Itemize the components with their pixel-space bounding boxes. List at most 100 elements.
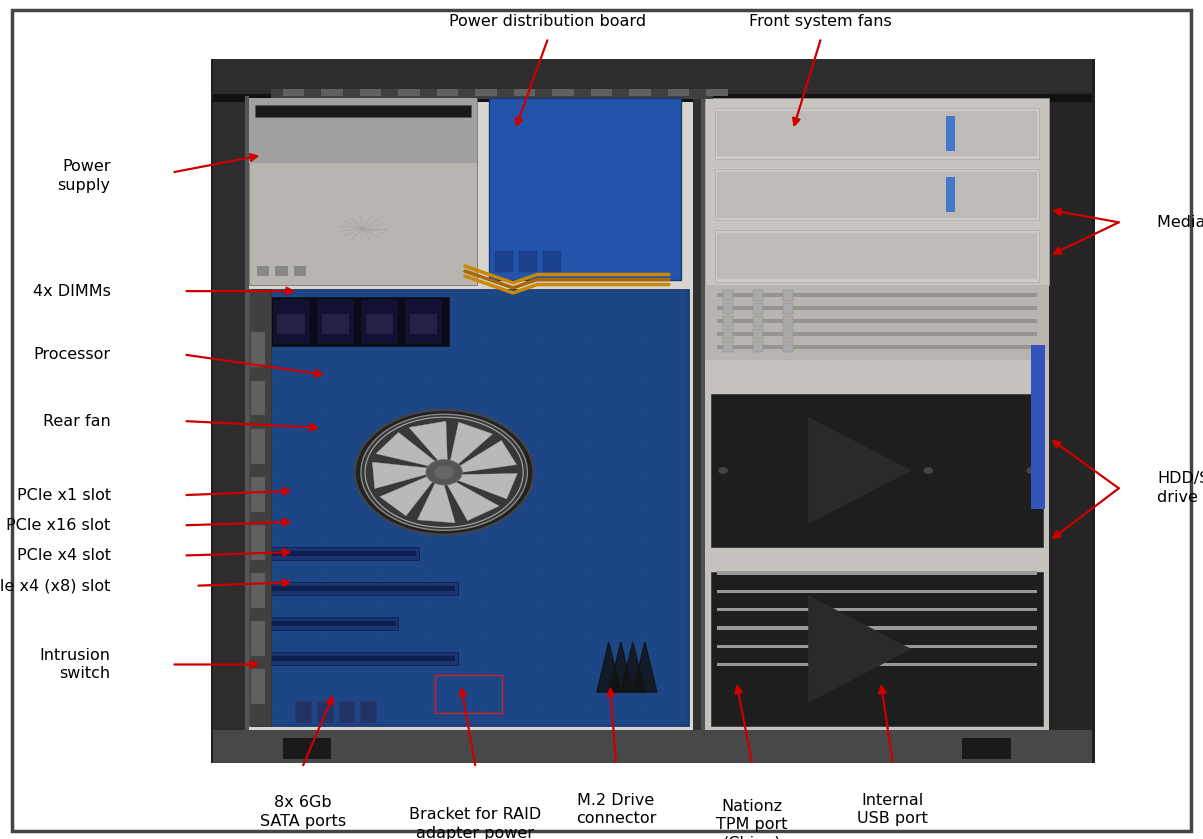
- Bar: [723, 303, 733, 314]
- Bar: [514, 89, 535, 96]
- Text: Internal
USB port: Internal USB port: [858, 793, 928, 826]
- Text: Rear fan: Rear fan: [43, 414, 111, 429]
- Bar: [715, 231, 1039, 282]
- Text: Processor: Processor: [34, 347, 111, 362]
- Bar: [753, 315, 763, 326]
- Bar: [783, 303, 793, 314]
- Bar: [711, 393, 1043, 547]
- Text: HDD/SSD
drive bays: HDD/SSD drive bays: [1157, 472, 1203, 505]
- Bar: [250, 621, 265, 656]
- Bar: [717, 590, 1037, 593]
- Bar: [717, 233, 1037, 279]
- Polygon shape: [460, 440, 516, 472]
- Bar: [257, 621, 396, 626]
- Bar: [715, 108, 1039, 159]
- Polygon shape: [609, 642, 633, 692]
- Bar: [717, 626, 1037, 629]
- Text: Media bays: Media bays: [1157, 215, 1203, 230]
- Polygon shape: [450, 422, 492, 464]
- Bar: [255, 105, 472, 117]
- Polygon shape: [633, 642, 657, 692]
- Bar: [257, 266, 269, 276]
- Circle shape: [361, 414, 527, 530]
- Bar: [717, 571, 1037, 575]
- Bar: [338, 701, 354, 722]
- Polygon shape: [448, 482, 499, 521]
- Bar: [245, 96, 249, 730]
- Bar: [706, 89, 728, 96]
- Bar: [715, 169, 1039, 221]
- Bar: [544, 251, 562, 272]
- Bar: [294, 266, 306, 276]
- Polygon shape: [380, 477, 432, 516]
- Bar: [274, 300, 309, 343]
- Bar: [410, 315, 438, 334]
- Bar: [717, 332, 1037, 336]
- Polygon shape: [621, 642, 645, 692]
- Bar: [213, 59, 1092, 96]
- Circle shape: [426, 460, 462, 485]
- Polygon shape: [808, 417, 912, 524]
- Text: 8x 6Gb
SATA ports: 8x 6Gb SATA ports: [260, 795, 346, 829]
- Text: Power
supply: Power supply: [58, 159, 111, 193]
- Bar: [705, 98, 1049, 730]
- Bar: [250, 573, 265, 607]
- Bar: [723, 315, 733, 326]
- Bar: [723, 341, 733, 352]
- Bar: [717, 345, 1037, 349]
- Bar: [318, 300, 352, 343]
- Polygon shape: [597, 642, 621, 692]
- Text: Front system fans: Front system fans: [749, 14, 891, 29]
- Bar: [783, 315, 793, 326]
- Bar: [753, 329, 763, 340]
- Bar: [1031, 345, 1045, 508]
- Polygon shape: [377, 432, 435, 466]
- Bar: [705, 98, 1049, 284]
- Bar: [711, 572, 1043, 726]
- Bar: [265, 298, 449, 346]
- Bar: [360, 89, 381, 96]
- Bar: [629, 89, 651, 96]
- Bar: [717, 608, 1037, 612]
- Bar: [717, 111, 1037, 156]
- Bar: [249, 289, 271, 726]
- Bar: [962, 738, 1011, 759]
- Bar: [250, 524, 265, 560]
- Bar: [255, 582, 457, 595]
- Bar: [398, 89, 420, 96]
- Bar: [321, 315, 349, 334]
- Bar: [278, 315, 306, 334]
- Bar: [701, 98, 705, 730]
- Bar: [213, 94, 1092, 102]
- Bar: [213, 96, 245, 730]
- Bar: [717, 663, 1037, 666]
- Bar: [717, 644, 1037, 648]
- Bar: [717, 293, 1037, 297]
- Circle shape: [1026, 467, 1036, 474]
- Bar: [591, 89, 612, 96]
- Bar: [783, 289, 793, 300]
- Bar: [250, 429, 265, 463]
- Bar: [520, 251, 538, 272]
- Polygon shape: [458, 473, 517, 499]
- Bar: [946, 177, 955, 211]
- Circle shape: [924, 467, 934, 474]
- Bar: [717, 306, 1037, 310]
- Bar: [249, 98, 478, 284]
- Bar: [275, 266, 288, 276]
- Bar: [407, 300, 442, 343]
- Bar: [218, 64, 1088, 758]
- Bar: [490, 98, 681, 280]
- Polygon shape: [373, 462, 427, 488]
- Bar: [295, 701, 310, 722]
- Bar: [249, 98, 478, 164]
- Bar: [250, 332, 265, 367]
- Bar: [283, 89, 304, 96]
- Bar: [255, 618, 398, 629]
- Bar: [552, 89, 574, 96]
- Bar: [251, 289, 689, 726]
- Bar: [257, 586, 455, 591]
- Bar: [435, 675, 502, 713]
- Circle shape: [355, 410, 533, 534]
- Bar: [717, 319, 1037, 323]
